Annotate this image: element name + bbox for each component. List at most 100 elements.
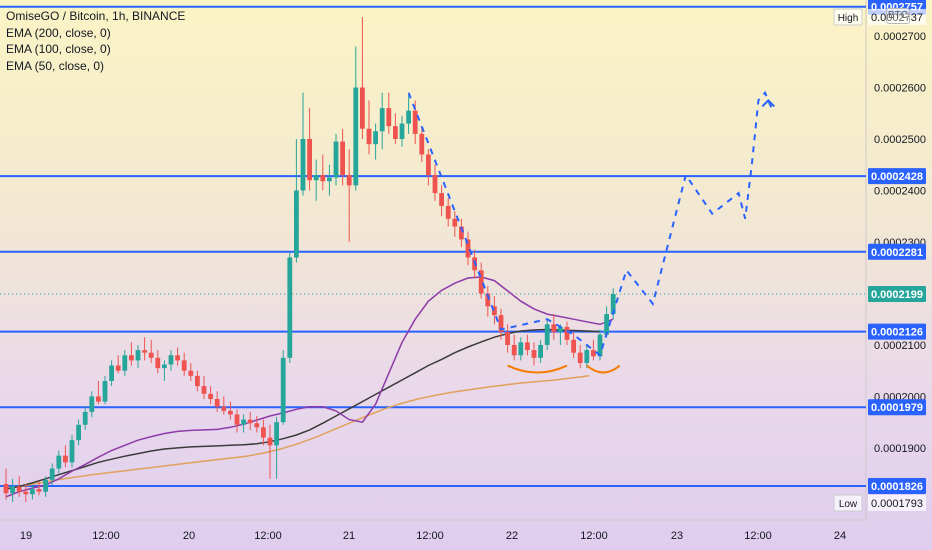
candle-body — [122, 355, 128, 371]
candle-body — [544, 324, 550, 345]
projection-arrowhead — [761, 98, 776, 108]
candle-body — [511, 344, 517, 356]
candle-body — [188, 370, 194, 376]
ema-100-line — [5, 328, 601, 490]
time-tick-9: 12:00 — [744, 530, 772, 542]
candle-body — [102, 380, 108, 402]
low-tag-label-bg — [833, 494, 863, 512]
annotations — [507, 364, 621, 374]
candle-body — [340, 141, 345, 176]
candle-body — [353, 87, 359, 186]
candle-body — [162, 364, 167, 369]
time-axis[interactable]: 19 12:00 20 12:00 21 12:00 22 12:00 23 12:00 24 — [20, 530, 846, 542]
price-tick-1: 0.0002600 — [874, 83, 926, 95]
candle-body — [30, 489, 35, 495]
candle-body — [300, 139, 306, 191]
time-tick-10: 24 — [834, 530, 846, 542]
candle-body — [129, 355, 134, 361]
candle-body — [379, 108, 385, 132]
candle-body — [313, 175, 319, 181]
high-tag-label-bg — [833, 8, 863, 26]
level-tag-1-bg — [868, 168, 926, 185]
candle-body — [36, 489, 42, 492]
candle-body — [465, 239, 471, 258]
ema-200-legend[interactable]: EMA (200, close, 0) — [6, 25, 111, 40]
candle-body — [564, 326, 570, 340]
candle-body — [386, 108, 392, 127]
candle-body — [439, 193, 444, 206]
projection-dashed-line — [407, 90, 773, 357]
symbol-title[interactable]: OmiseGO / Bitcoin, 1h, BINANCE — [6, 9, 186, 23]
level-tag-4-bg — [868, 399, 926, 416]
candle-body — [492, 306, 497, 316]
currency-badge[interactable]: BTC — [886, 8, 910, 24]
low-tag-label: Low — [839, 499, 858, 510]
time-tick-5: 12:00 — [416, 530, 444, 542]
candle-body — [254, 423, 260, 428]
candle-body — [452, 218, 458, 227]
candle-body — [399, 123, 405, 140]
bottom-arc-1 — [586, 364, 621, 374]
time-tick-8: 23 — [671, 530, 683, 542]
candle-body — [96, 396, 101, 402]
candle-body — [148, 352, 154, 358]
time-tick-4: 21 — [343, 530, 355, 542]
candle-body — [10, 486, 15, 494]
time-tick-7: 12:00 — [580, 530, 608, 542]
candle-body — [426, 154, 431, 176]
candle-body — [214, 399, 220, 407]
candle-body — [208, 393, 213, 400]
candle-body — [518, 342, 524, 356]
candle-body — [558, 326, 563, 333]
low-tag-value: 0.0001793 — [871, 498, 923, 510]
candle-body — [135, 350, 141, 361]
candle-body — [16, 486, 22, 492]
price-axis[interactable]: 0.0002700 0.0002600 0.0002500 0.0002400 0.00… — [874, 31, 926, 455]
candle-body — [571, 339, 576, 353]
candle-body — [525, 342, 530, 351]
candle-body — [531, 350, 537, 358]
candle-body — [366, 128, 372, 145]
candle-body — [63, 455, 68, 463]
candle-body — [168, 355, 174, 365]
level-tag-3-bg — [868, 323, 926, 340]
ema-200-line — [5, 375, 590, 489]
time-tick-3: 12:00 — [254, 530, 282, 542]
horizontal-levels — [0, 5, 866, 488]
bottom-arc-0 — [507, 364, 568, 374]
candle-body — [327, 177, 332, 182]
candle-body — [142, 350, 147, 353]
projection-path — [407, 90, 776, 357]
candle-body — [577, 352, 583, 363]
level-tag-2-bg — [868, 243, 926, 260]
level-tag-1: 0.0002428 — [871, 171, 923, 183]
time-tick-2: 20 — [183, 530, 195, 542]
low-tag-value-bg — [868, 495, 926, 512]
ema-lines — [5, 276, 614, 498]
candle-body — [43, 479, 48, 492]
chart-legend: OmiseGO / Bitcoin, 1h, BINANCE EMA (200,… — [6, 8, 185, 74]
price-tick-5: 0.0002100 — [874, 340, 926, 352]
candle-body — [69, 440, 75, 463]
high-tag-value: 0.0002737 — [871, 12, 923, 24]
current-price-tag: 0.0002199 — [871, 289, 923, 301]
candle-body — [551, 324, 557, 333]
candle-body — [406, 110, 411, 124]
candle-body — [360, 87, 365, 129]
candle-body — [181, 360, 187, 371]
ema-100-legend[interactable]: EMA (100, close, 0) — [6, 42, 111, 56]
candle-body — [115, 365, 121, 371]
candle-body — [49, 468, 55, 480]
level-tag-4: 0.0001979 — [871, 402, 923, 414]
candle-body — [419, 133, 425, 155]
candle-body — [445, 205, 451, 219]
candle-body — [294, 190, 299, 258]
candle-body — [591, 350, 596, 357]
candle-body — [485, 293, 491, 307]
candle-body — [333, 141, 339, 178]
candle-body — [109, 365, 114, 381]
ema-50-legend[interactable]: EMA (50, close, 0) — [6, 58, 105, 73]
price-tick-7: 0.0001900 — [874, 443, 926, 455]
high-tag-label: High — [838, 13, 859, 24]
